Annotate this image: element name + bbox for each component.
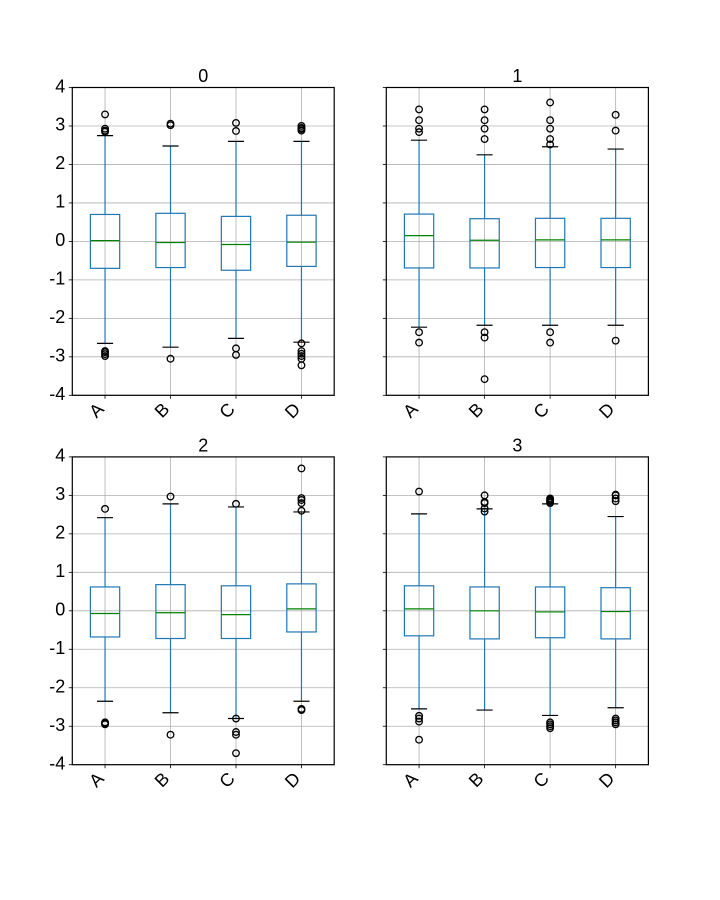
svg-text:2: 2 <box>55 153 65 173</box>
svg-text:0: 0 <box>55 600 65 620</box>
svg-text:2: 2 <box>55 523 65 543</box>
svg-text:3: 3 <box>55 115 65 135</box>
svg-text:-4: -4 <box>49 384 65 404</box>
svg-text:1: 1 <box>512 66 522 86</box>
svg-text:4: 4 <box>55 446 65 466</box>
svg-text:-1: -1 <box>49 269 65 289</box>
svg-text:4: 4 <box>55 76 65 96</box>
svg-text:-3: -3 <box>49 346 65 366</box>
svg-text:2: 2 <box>198 436 208 456</box>
svg-text:0: 0 <box>55 230 65 250</box>
svg-text:-1: -1 <box>49 638 65 658</box>
svg-text:1: 1 <box>55 192 65 212</box>
svg-text:-3: -3 <box>49 715 65 735</box>
svg-text:-2: -2 <box>49 307 65 327</box>
svg-text:3: 3 <box>512 436 522 456</box>
svg-text:0: 0 <box>198 66 208 86</box>
svg-text:-2: -2 <box>49 677 65 697</box>
svg-text:3: 3 <box>55 484 65 504</box>
svg-text:-4: -4 <box>49 753 65 773</box>
svg-text:1: 1 <box>55 561 65 581</box>
